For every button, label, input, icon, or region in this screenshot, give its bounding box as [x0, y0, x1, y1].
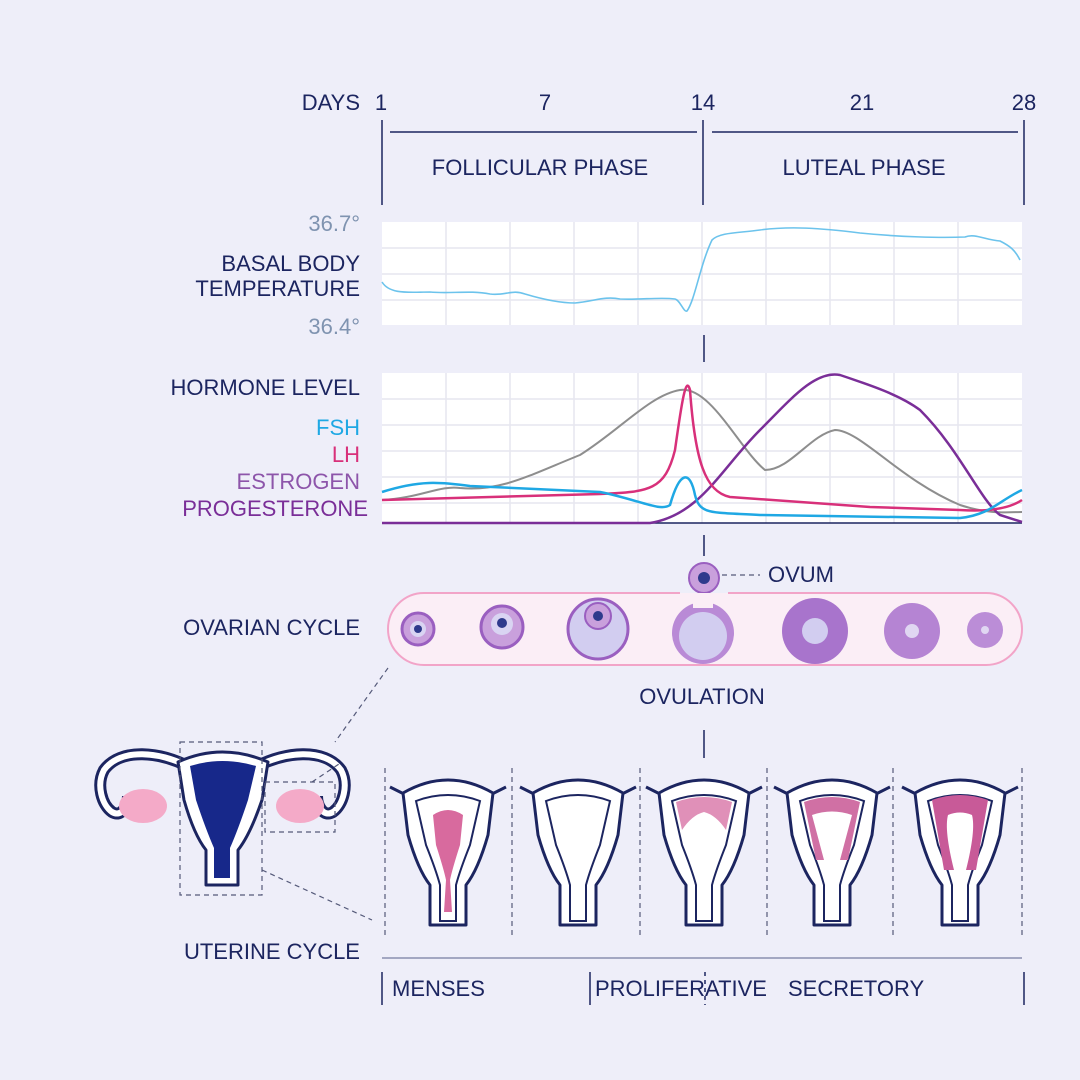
fsh-curve	[381, 476, 1023, 520]
day-tick: 28	[1012, 90, 1036, 115]
legend-entry: FSH	[316, 415, 360, 440]
phase-brackets	[381, 120, 1025, 758]
temp-label: BASAL BODY	[221, 251, 360, 276]
temp-max: 36.7°	[308, 211, 360, 236]
day-tick: 21	[850, 90, 874, 115]
temp-label: TEMPERATURE	[195, 276, 360, 301]
phase-label: FOLLICULAR PHASE	[432, 155, 648, 180]
day-tick: 14	[691, 90, 715, 115]
days-label: DAYS	[302, 90, 360, 115]
temperature-curve	[381, 227, 1021, 312]
legend-entry: PROGESTERONE	[182, 496, 368, 521]
ovum-nucleus	[698, 572, 710, 584]
uterine-phase: SECRETORY	[788, 976, 924, 1001]
ovum-label: OVUM	[768, 562, 834, 587]
lh-curve	[381, 384, 1023, 512]
hormone-label: HORMONE LEVEL	[171, 375, 361, 400]
temp-min: 36.4°	[308, 314, 360, 339]
uterus-anatomy	[94, 667, 389, 921]
legend-entry: LH	[332, 442, 360, 467]
uterine-stages	[384, 768, 1023, 935]
uterine-label: UTERINE CYCLE	[184, 939, 360, 964]
hormone-grid	[382, 373, 1022, 523]
day-tick: 1	[375, 90, 387, 115]
estrogen-curve	[381, 388, 1023, 514]
progesterone-curve	[382, 373, 1023, 525]
uterine-axis	[381, 957, 1025, 1005]
uterine-phase: PROLIFERATIVE	[595, 976, 767, 1001]
ovulation-label: OVULATION	[639, 684, 765, 709]
uterine-phase: MENSES	[392, 976, 485, 1001]
day-tick: 7	[539, 90, 551, 115]
phase-label: LUTEAL PHASE	[782, 155, 945, 180]
temp-grid	[382, 222, 1022, 325]
ovarian-label: OVARIAN CYCLE	[183, 615, 360, 640]
follicles	[400, 597, 1003, 664]
legend-entry: ESTROGEN	[237, 469, 360, 494]
